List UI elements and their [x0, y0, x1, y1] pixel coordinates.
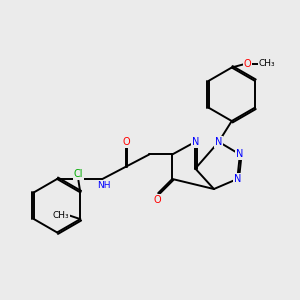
Text: N: N: [215, 137, 222, 147]
Text: CH₃: CH₃: [52, 211, 69, 220]
Text: N: N: [236, 149, 244, 160]
Text: Cl: Cl: [74, 169, 83, 179]
Text: CH₃: CH₃: [258, 59, 275, 68]
Text: N: N: [192, 137, 199, 147]
Text: NH: NH: [98, 181, 111, 190]
Text: N: N: [234, 174, 241, 184]
Text: O: O: [122, 137, 130, 147]
Text: O: O: [244, 59, 251, 69]
Text: O: O: [154, 195, 161, 205]
